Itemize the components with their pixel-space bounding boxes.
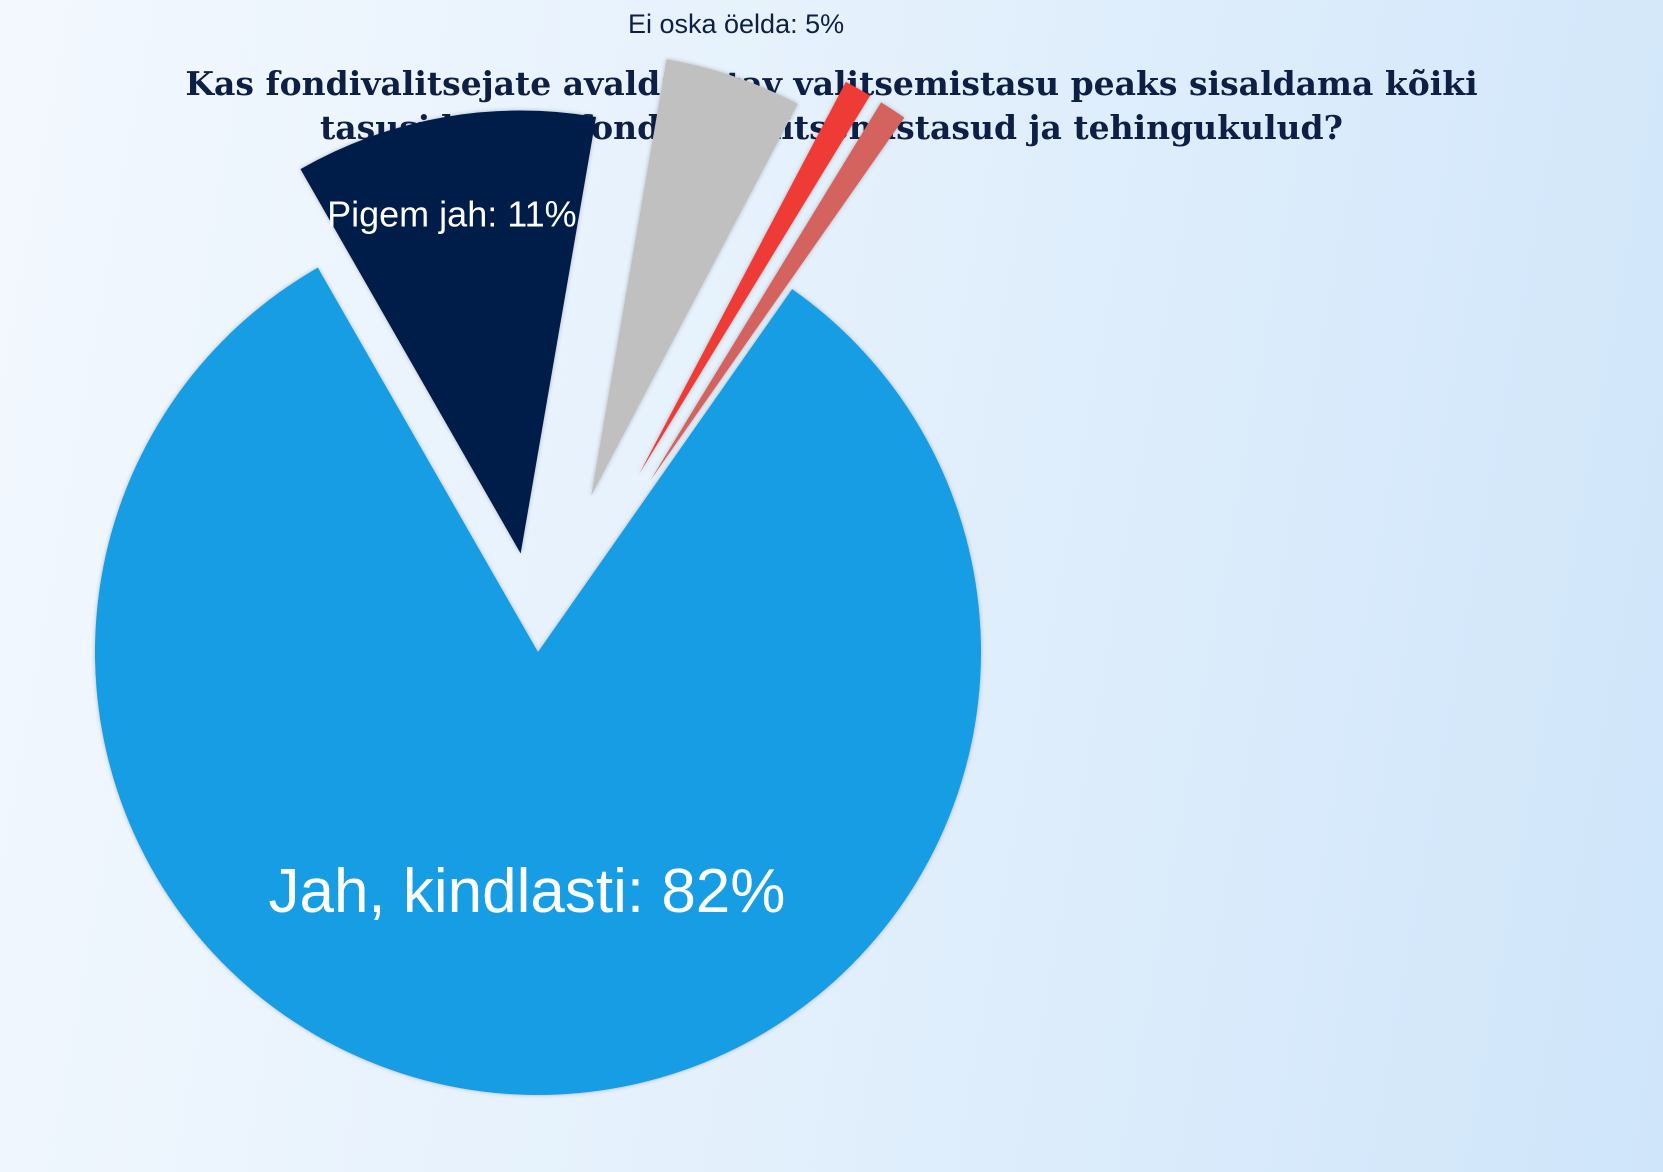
pie-slice-3 (591, 59, 798, 496)
pie-slice-label-3: Ei oska öelda: 5% (628, 9, 844, 39)
pie-slice-5 (650, 102, 905, 481)
pie-slice-2 (300, 110, 597, 554)
pie-slice-label-1: Jah, kindlasti: 82% (268, 857, 785, 926)
pie-labels: Jah, kindlasti: 82% Pigem jah: 11% Ei oska… (268, 9, 844, 926)
chart-title-line-1: Kas fondivalitsejate avaldadatav valitse… (185, 64, 1478, 103)
pie-slice-4 (639, 81, 871, 474)
pie-slice-label-2: Pigem jah: 11% (327, 193, 576, 234)
pie-slices (95, 59, 982, 1095)
pie-slice-1 (95, 267, 982, 1095)
